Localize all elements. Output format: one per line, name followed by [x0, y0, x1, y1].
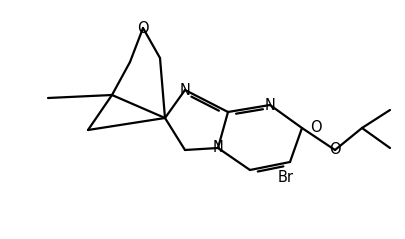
Text: O: O	[309, 120, 321, 136]
Text: Br: Br	[277, 170, 293, 185]
Text: N: N	[179, 82, 190, 98]
Text: O: O	[137, 21, 149, 36]
Text: O: O	[328, 142, 340, 158]
Text: N: N	[264, 98, 275, 113]
Text: N: N	[212, 141, 223, 156]
